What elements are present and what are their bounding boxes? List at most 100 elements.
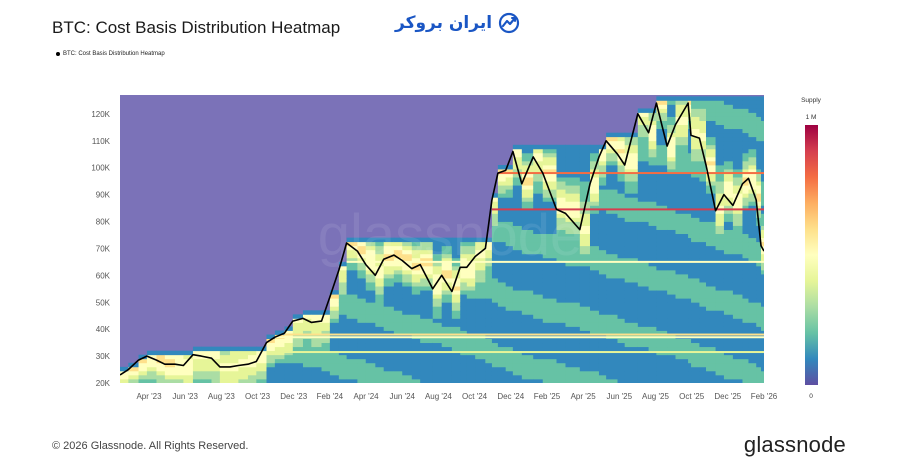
- heat-cell: [432, 314, 443, 319]
- x-tick-label: Oct '23: [245, 392, 271, 401]
- heat-cell: [624, 374, 639, 380]
- heat-cell: [451, 265, 461, 271]
- heat-cell: [292, 366, 304, 372]
- heat-cell: [691, 314, 700, 319]
- heat-cell: [589, 241, 600, 247]
- heat-cell: [120, 366, 129, 372]
- heat-cell: [675, 241, 689, 247]
- heat-cell: [432, 241, 443, 247]
- heat-cell: [761, 370, 764, 376]
- heat-cell: [617, 269, 626, 275]
- heat-cell: [589, 346, 600, 352]
- heat-cell: [211, 354, 221, 360]
- heat-cell: [723, 310, 734, 315]
- heat-cell: [402, 314, 413, 319]
- heat-cell: [637, 298, 650, 303]
- heat-cell: [579, 221, 591, 226]
- heat-cell: [274, 362, 285, 368]
- heat-cell: [375, 237, 385, 243]
- heat-cell: [606, 237, 619, 243]
- heat-cell: [420, 265, 434, 271]
- heat-cell: [705, 128, 717, 134]
- heat-cell: [365, 342, 376, 348]
- heat-cell: [705, 326, 717, 331]
- heat-cell: [420, 366, 434, 372]
- heat-cell: [521, 148, 534, 154]
- heat-cell: [723, 261, 734, 267]
- heat-cell: [579, 225, 591, 230]
- heat-cell: [542, 318, 558, 323]
- heat-cell: [211, 346, 221, 352]
- heat-cell: [505, 326, 514, 331]
- heat-cell: [497, 201, 507, 206]
- heat-cell: [732, 185, 743, 190]
- heat-cell: [505, 253, 514, 259]
- heat-cell: [338, 278, 348, 283]
- heat-cell: [675, 346, 689, 352]
- heat-cell: [491, 314, 499, 319]
- heat-cell: [533, 144, 544, 150]
- heat-cell: [688, 104, 692, 109]
- heat-cell: [521, 366, 534, 372]
- heat-cell: [211, 350, 221, 356]
- heat-cell: [748, 358, 757, 364]
- heat-cell: [606, 269, 619, 275]
- heat-cell: [732, 209, 743, 214]
- heat-cell: [533, 294, 544, 299]
- heat-cell: [211, 362, 221, 368]
- heat-cell: [656, 338, 668, 344]
- heat-cell: [761, 257, 764, 263]
- heat-cell: [533, 306, 544, 311]
- heat-cell: [432, 378, 443, 383]
- heat-cell: [723, 358, 734, 364]
- heat-cell: [637, 156, 650, 162]
- heat-cell: [302, 346, 312, 352]
- heat-cell: [742, 245, 749, 251]
- heat-cell: [393, 318, 403, 323]
- heat-cell: [688, 278, 692, 283]
- heat-cell: [491, 346, 499, 352]
- heat-cell: [542, 326, 558, 331]
- heat-cell: [606, 294, 619, 299]
- heat-cell: [691, 181, 700, 186]
- heat-cell: [748, 282, 757, 287]
- heat-cell: [742, 265, 749, 271]
- heat-cell: [556, 152, 566, 158]
- heat-cell: [691, 318, 700, 323]
- heat-cell: [521, 189, 534, 194]
- heat-cell: [512, 269, 523, 275]
- heat-cell: [475, 237, 486, 243]
- heat-cell: [192, 378, 202, 383]
- heat-cell: [715, 282, 725, 287]
- heat-cell: [512, 249, 523, 255]
- heat-cell: [723, 156, 734, 162]
- heat-cell: [589, 318, 600, 323]
- heat-cell: [346, 358, 358, 364]
- heat-cell: [505, 338, 514, 344]
- heat-cell: [393, 330, 403, 335]
- heat-cell: [598, 181, 607, 186]
- chart-legend[interactable]: BTC: Cost Basis Distribution Heatmap: [56, 51, 165, 57]
- heat-cell: [441, 314, 453, 319]
- heat-cell: [311, 338, 323, 344]
- heat-cell: [411, 306, 421, 311]
- heat-cell: [505, 213, 514, 218]
- heat-cell: [402, 273, 413, 279]
- heat-cell: [699, 189, 707, 194]
- heat-cell: [542, 273, 558, 279]
- heat-cell: [688, 152, 692, 158]
- heat-cell: [302, 314, 312, 319]
- heat-cell: [247, 354, 257, 360]
- heat-cell: [748, 169, 757, 174]
- heat-cell: [723, 140, 734, 146]
- heat-cell: [589, 342, 600, 348]
- heat-cell: [485, 362, 493, 368]
- heat-cell: [675, 269, 689, 275]
- heat-cell: [699, 181, 707, 186]
- heat-cell: [688, 294, 692, 299]
- heat-cell: [311, 366, 323, 372]
- heat-cell: [533, 282, 544, 287]
- heat-cell: [466, 294, 476, 299]
- heat-cell: [705, 358, 717, 364]
